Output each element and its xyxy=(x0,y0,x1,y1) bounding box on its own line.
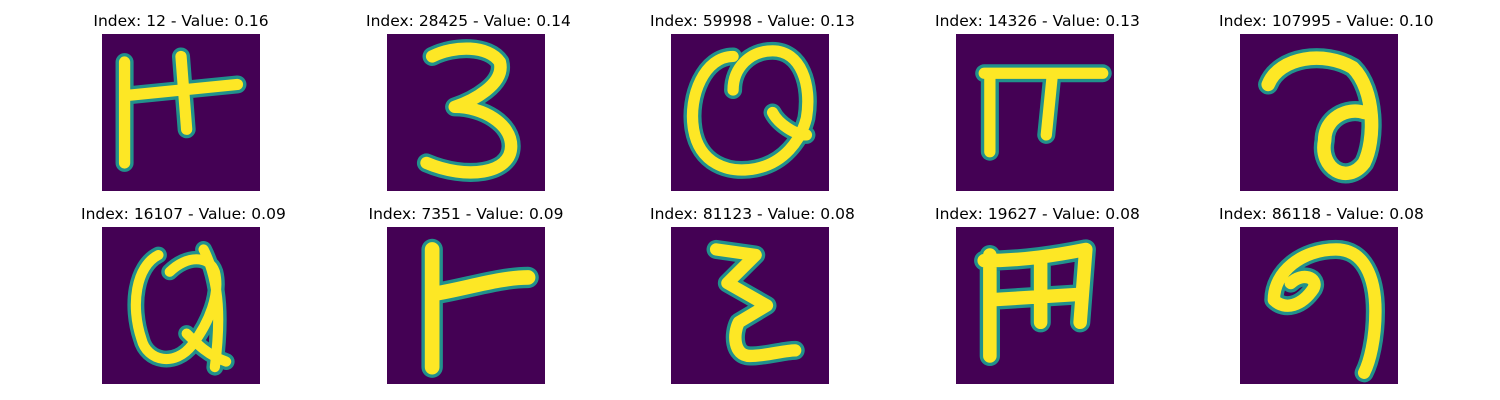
panel-6: Index: 16107 - Value: 0.09 xyxy=(81,204,286,394)
panel-title: Index: 59998 - Value: 0.13 xyxy=(650,12,855,30)
panel-9: Index: 19627 - Value: 0.08 xyxy=(935,204,1140,394)
panel-4: Index: 14326 - Value: 0.13 xyxy=(935,11,1140,201)
digit-image xyxy=(671,34,829,191)
panel-3: Index: 59998 - Value: 0.13 xyxy=(650,11,855,201)
panel-title: Index: 7351 - Value: 0.09 xyxy=(368,205,564,223)
digit-image xyxy=(102,227,260,384)
panel-title: Index: 12 - Value: 0.16 xyxy=(93,12,269,30)
digit-image xyxy=(671,227,829,384)
panel-5: Index: 107995 - Value: 0.10 xyxy=(1219,11,1434,201)
digit-image xyxy=(956,34,1114,191)
panel-1: Index: 12 - Value: 0.16 xyxy=(81,11,281,201)
digit-image xyxy=(956,227,1114,384)
panel-title: Index: 28425 - Value: 0.14 xyxy=(366,12,571,30)
panel-title: Index: 14326 - Value: 0.13 xyxy=(935,12,1140,30)
panel-title: Index: 86118 - Value: 0.08 xyxy=(1219,205,1424,223)
panel-title: Index: 19627 - Value: 0.08 xyxy=(935,205,1140,223)
digit-image xyxy=(387,227,545,384)
panel-2: Index: 28425 - Value: 0.14 xyxy=(366,11,571,201)
panel-title: Index: 107995 - Value: 0.10 xyxy=(1219,12,1434,30)
digit-image xyxy=(1240,34,1398,191)
digit-image xyxy=(1240,227,1398,384)
panel-title: Index: 16107 - Value: 0.09 xyxy=(81,205,286,223)
panel-10: Index: 86118 - Value: 0.08 xyxy=(1219,204,1424,394)
panel-7: Index: 7351 - Value: 0.09 xyxy=(366,204,566,394)
panel-title: Index: 81123 - Value: 0.08 xyxy=(650,205,855,223)
panel-8: Index: 81123 - Value: 0.08 xyxy=(650,204,855,394)
digit-image xyxy=(102,34,260,191)
digit-image xyxy=(387,34,545,191)
